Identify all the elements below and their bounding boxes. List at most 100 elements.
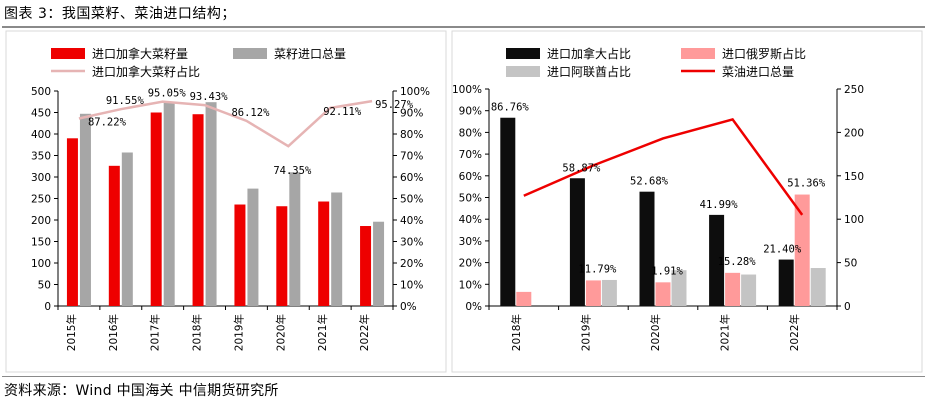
chart1-left-tick-label: 150 bbox=[31, 237, 51, 249]
chart1-right-tick-label: 10% bbox=[400, 280, 423, 292]
chart2-bar-canada bbox=[569, 178, 585, 306]
chart2-legend-label: 进口加拿大占比 bbox=[547, 46, 631, 61]
chart1-left-tick-label: 0 bbox=[44, 301, 51, 313]
chart1-right-tick-label: 60% bbox=[400, 172, 423, 184]
chart2-left-tick-label: 60% bbox=[459, 171, 482, 183]
chart1-right-tick-label: 0% bbox=[400, 301, 417, 313]
chart2-left-tick-label: 40% bbox=[459, 214, 482, 226]
chart1-x-tick-label: 2018年 bbox=[191, 314, 204, 351]
chart2-right-tick-label: 100 bbox=[844, 214, 864, 226]
chart2-bar-russia bbox=[794, 194, 810, 306]
chart1-x-tick-label: 2022年 bbox=[358, 314, 371, 351]
chart2-bar-russia bbox=[655, 282, 671, 306]
chart1-right-tick-label: 100% bbox=[400, 86, 430, 98]
chart2-legend-label: 进口阿联酋占比 bbox=[547, 64, 631, 79]
chart2-x-tick-label: 2022年 bbox=[788, 314, 801, 351]
chart2-left-tick-label: 0% bbox=[465, 301, 482, 313]
chart1-x-tick-label: 2019年 bbox=[232, 314, 245, 351]
chart1-right-tick-label: 40% bbox=[400, 215, 423, 227]
top-rule bbox=[2, 26, 925, 28]
chart1-bar-total bbox=[373, 221, 385, 306]
figure-title: 图表 3：我国菜籽、菜油进口结构； bbox=[4, 6, 236, 22]
chart1-legend-swatch-total bbox=[233, 48, 267, 59]
chart1-legend-label: 进口加拿大菜籽量 bbox=[92, 46, 188, 61]
chart2-bar-canada bbox=[500, 117, 516, 306]
chart1-x-tick-label: 2015年 bbox=[65, 314, 78, 351]
chart1-x-tick-label: 2020年 bbox=[274, 314, 287, 351]
chart1-bar-total bbox=[331, 192, 343, 306]
chart2-bar-uae bbox=[601, 279, 617, 306]
chart2-bar-canada bbox=[639, 191, 655, 306]
chart1-left-tick-label: 250 bbox=[31, 194, 51, 206]
chart2-bar-canada bbox=[709, 214, 725, 306]
chart2-data-label-canada: 41.99% bbox=[700, 199, 739, 211]
chart1-bar-canada bbox=[318, 201, 330, 306]
chart1-data-label: 74.35% bbox=[273, 165, 312, 177]
chart1-right-tick-label: 50% bbox=[400, 194, 423, 206]
chart2-right-tick-label: 200 bbox=[844, 127, 864, 139]
chart1-left-tick-label: 500 bbox=[31, 86, 51, 98]
chart2-bar-uae bbox=[810, 268, 826, 306]
chart1-right-tick-label: 70% bbox=[400, 151, 423, 163]
chart2-right-tick-label: 250 bbox=[844, 84, 864, 96]
chart2-left-tick-label: 100% bbox=[452, 84, 482, 96]
chart2-legend-label: 进口俄罗斯占比 bbox=[722, 46, 806, 61]
chart1-left-tick-label: 50 bbox=[38, 280, 51, 292]
chart2-x-tick-label: 2021年 bbox=[719, 314, 732, 351]
chart1-x-tick-label: 2021年 bbox=[316, 314, 329, 351]
chart1-legend-swatch-canada bbox=[51, 48, 85, 59]
chart1-bar-canada bbox=[192, 114, 204, 306]
chart2-right-tick-label: 150 bbox=[844, 171, 864, 183]
chart2-x-tick-label: 2020年 bbox=[649, 314, 662, 351]
chart2-right-tick-label: 0 bbox=[844, 301, 851, 313]
chart1-bar-canada bbox=[360, 226, 372, 306]
chart1-bar-total bbox=[163, 101, 175, 306]
chart2-data-label-russia: 15.28% bbox=[718, 256, 757, 268]
source-note: 资料来源：Wind 中国海关 中信期货研究所 bbox=[4, 383, 279, 399]
chart2-data-label-canada: 52.68% bbox=[630, 176, 669, 188]
chart1-data-label: 87.22% bbox=[88, 116, 127, 128]
chart1-share-line bbox=[78, 99, 373, 148]
chart1-left-tick-label: 200 bbox=[31, 215, 51, 227]
chart1-bar-total bbox=[289, 172, 301, 306]
chart2-left-tick-label: 70% bbox=[459, 149, 482, 161]
left-panel-frame bbox=[5, 30, 447, 373]
chart2-data-label-russia: 11.79% bbox=[578, 263, 617, 275]
chart2-total-line bbox=[523, 117, 804, 216]
chart1-x-tick-label: 2017年 bbox=[149, 314, 162, 351]
chart1-bar-canada bbox=[276, 206, 288, 306]
chart1-left-tick-label: 300 bbox=[31, 172, 51, 184]
chart1-left-tick-label: 100 bbox=[31, 258, 51, 270]
chart2-legend-swatch-canada bbox=[506, 48, 540, 59]
chart2-x-tick-label: 2018年 bbox=[510, 314, 523, 351]
chart2-data-label-russia: 51.36% bbox=[787, 178, 826, 190]
chart1-data-label: 92.11% bbox=[323, 106, 362, 118]
chart2-bar-canada bbox=[778, 259, 794, 306]
chart2-right-tick-label: 50 bbox=[844, 258, 857, 270]
chart1-legend-label: 菜籽进口总量 bbox=[274, 47, 346, 61]
chart1-right-tick-label: 30% bbox=[400, 237, 423, 249]
chart2-data-label-canada: 58.87% bbox=[562, 162, 601, 174]
chart1-bar-total bbox=[79, 113, 91, 306]
chart1-right-tick-label: 80% bbox=[400, 129, 423, 141]
chart1-legend-label: 进口加拿大菜籽占比 bbox=[92, 64, 200, 79]
chart1-left-tick-label: 400 bbox=[31, 129, 51, 141]
chart2-left-tick-label: 50% bbox=[459, 193, 482, 205]
chart1-right-tick-label: 90% bbox=[400, 108, 423, 120]
chart2-bar-russia bbox=[585, 280, 601, 306]
chart2-data-label-russia: 1.91% bbox=[651, 265, 683, 277]
chart2-legend-swatch-uae bbox=[506, 66, 540, 77]
chart1-data-label: 95.27% bbox=[375, 99, 414, 111]
chart1-left-tick-label: 350 bbox=[31, 151, 51, 163]
chart1-bar-total bbox=[205, 102, 217, 307]
bottom-rule bbox=[2, 376, 925, 377]
chart2-left-tick-label: 20% bbox=[459, 258, 482, 270]
chart2-left-tick-label: 90% bbox=[459, 106, 482, 118]
chart2-bar-russia bbox=[725, 272, 741, 306]
right-panel-frame bbox=[451, 30, 923, 373]
chart1-bar-canada bbox=[150, 112, 162, 306]
chart1-data-label: 93.43% bbox=[190, 91, 229, 103]
chart1-data-label: 86.12% bbox=[231, 107, 270, 119]
chart2-bar-uae bbox=[741, 274, 757, 306]
